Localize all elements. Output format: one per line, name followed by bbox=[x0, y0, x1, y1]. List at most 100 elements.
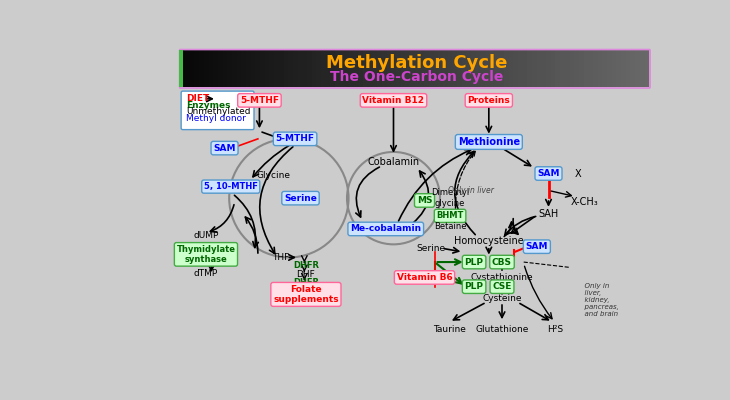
Bar bbox=[331, 50, 335, 87]
Bar bbox=[626, 50, 631, 87]
Bar bbox=[223, 50, 227, 87]
Text: THF: THF bbox=[272, 253, 290, 262]
Text: Proteins: Proteins bbox=[467, 96, 510, 105]
Bar bbox=[621, 50, 626, 87]
Text: Only in liver: Only in liver bbox=[448, 186, 494, 195]
Bar bbox=[339, 50, 345, 87]
Bar bbox=[560, 50, 565, 87]
Bar bbox=[372, 50, 377, 87]
Bar bbox=[190, 50, 194, 87]
Bar bbox=[269, 50, 274, 87]
Bar bbox=[471, 50, 476, 87]
Bar bbox=[532, 50, 537, 87]
Bar bbox=[499, 50, 504, 87]
Bar bbox=[513, 50, 518, 87]
Text: Thymidylate
synthase: Thymidylate synthase bbox=[177, 245, 236, 264]
Bar bbox=[321, 50, 326, 87]
FancyArrowPatch shape bbox=[412, 171, 429, 223]
Bar bbox=[194, 50, 199, 87]
Bar bbox=[307, 50, 312, 87]
FancyArrowPatch shape bbox=[512, 219, 518, 234]
Text: SAM: SAM bbox=[526, 242, 548, 251]
Text: CSE: CSE bbox=[492, 282, 512, 291]
Bar bbox=[565, 50, 569, 87]
Bar bbox=[466, 50, 471, 87]
FancyArrowPatch shape bbox=[505, 216, 536, 235]
Bar bbox=[218, 50, 223, 87]
Bar bbox=[335, 50, 339, 87]
Bar bbox=[583, 50, 588, 87]
Bar bbox=[537, 50, 542, 87]
Bar bbox=[227, 50, 232, 87]
Text: 5, 10-MTHF: 5, 10-MTHF bbox=[204, 182, 258, 191]
Bar bbox=[179, 50, 182, 87]
Bar bbox=[556, 50, 560, 87]
Bar bbox=[354, 50, 358, 87]
Bar bbox=[255, 50, 260, 87]
Bar bbox=[494, 50, 499, 87]
Bar bbox=[453, 50, 457, 87]
Text: H²S: H²S bbox=[547, 324, 563, 334]
Text: DHF: DHF bbox=[296, 270, 315, 279]
Bar bbox=[204, 50, 209, 87]
Bar bbox=[401, 50, 405, 87]
Bar bbox=[260, 50, 265, 87]
FancyArrowPatch shape bbox=[260, 147, 293, 254]
Bar bbox=[316, 50, 321, 87]
FancyArrowPatch shape bbox=[234, 195, 258, 248]
Bar bbox=[447, 50, 453, 87]
Text: 5-MTHF: 5-MTHF bbox=[276, 134, 315, 143]
Bar bbox=[396, 50, 401, 87]
Bar bbox=[616, 50, 621, 87]
Text: Serine: Serine bbox=[284, 194, 317, 203]
Bar bbox=[349, 50, 354, 87]
Text: Cystathionine: Cystathionine bbox=[471, 273, 534, 282]
Text: Cobalamin: Cobalamin bbox=[367, 157, 420, 167]
FancyBboxPatch shape bbox=[181, 91, 254, 130]
Text: CBS: CBS bbox=[492, 258, 512, 266]
Bar bbox=[265, 50, 269, 87]
Bar bbox=[209, 50, 213, 87]
Bar bbox=[598, 50, 602, 87]
Bar bbox=[302, 50, 307, 87]
Bar bbox=[368, 50, 372, 87]
Text: Glycine: Glycine bbox=[256, 170, 291, 180]
FancyArrowPatch shape bbox=[209, 243, 214, 263]
Bar bbox=[429, 50, 434, 87]
Bar bbox=[438, 50, 443, 87]
Bar bbox=[391, 50, 396, 87]
Bar bbox=[523, 50, 527, 87]
Text: Homocysteine: Homocysteine bbox=[454, 236, 523, 246]
Bar bbox=[434, 50, 438, 87]
Bar bbox=[593, 50, 598, 87]
Bar bbox=[640, 50, 645, 87]
Text: X: X bbox=[575, 168, 581, 178]
Text: BHMT: BHMT bbox=[437, 211, 464, 220]
Bar bbox=[635, 50, 640, 87]
Bar bbox=[377, 50, 382, 87]
Text: MS: MS bbox=[417, 196, 432, 205]
Bar bbox=[312, 50, 316, 87]
Bar bbox=[213, 50, 218, 87]
Text: Taurine: Taurine bbox=[433, 324, 466, 334]
Bar bbox=[480, 50, 485, 87]
Bar bbox=[476, 50, 480, 87]
Text: DHFR: DHFR bbox=[293, 278, 319, 287]
Bar bbox=[579, 50, 583, 87]
Bar bbox=[542, 50, 546, 87]
Bar bbox=[645, 50, 649, 87]
Bar bbox=[242, 50, 246, 87]
Bar bbox=[382, 50, 387, 87]
Bar bbox=[546, 50, 551, 87]
FancyArrowPatch shape bbox=[525, 266, 552, 319]
Bar bbox=[246, 50, 250, 87]
FancyArrowPatch shape bbox=[208, 251, 230, 262]
Bar bbox=[410, 50, 415, 87]
Bar bbox=[185, 50, 190, 87]
FancyArrowPatch shape bbox=[253, 146, 289, 177]
Bar bbox=[461, 50, 466, 87]
Bar bbox=[283, 50, 288, 87]
Bar bbox=[490, 50, 494, 87]
Bar bbox=[551, 50, 556, 87]
Text: Vitamin B12: Vitamin B12 bbox=[363, 96, 425, 105]
